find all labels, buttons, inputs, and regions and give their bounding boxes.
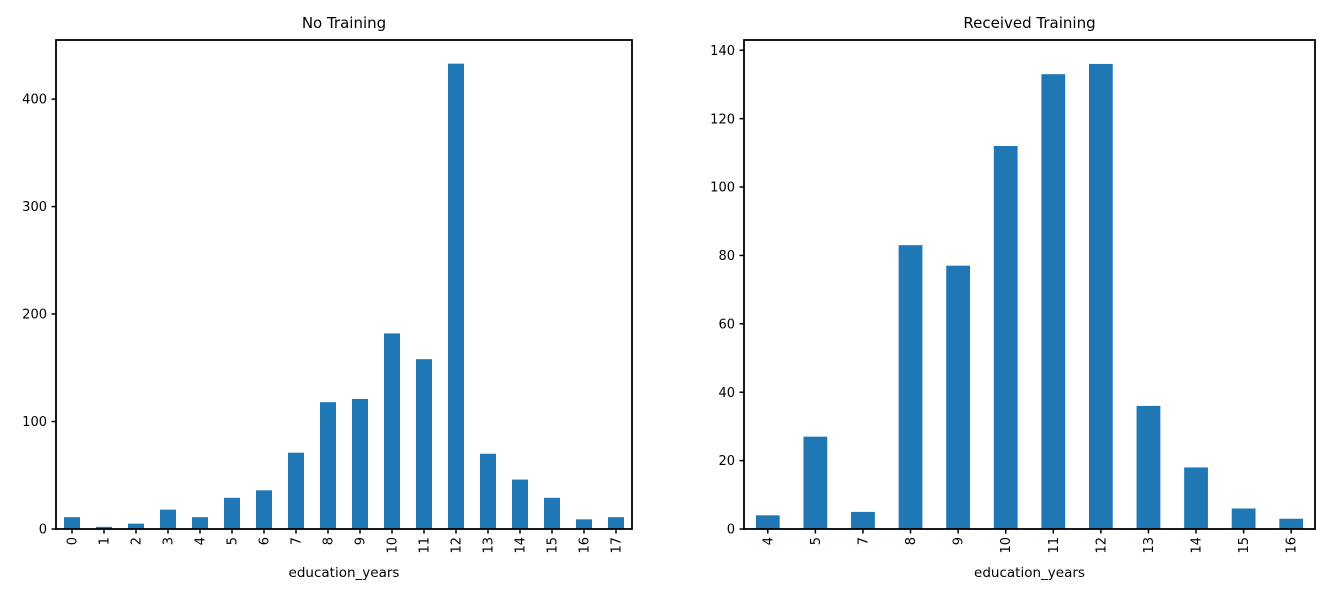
x-tick-label: 1 — [98, 537, 113, 545]
x-tick-label: 10 — [999, 537, 1014, 554]
bar-13 — [1136, 405, 1161, 529]
x-tick-label: 3 — [162, 537, 177, 545]
bar-14 — [512, 479, 528, 529]
bar-15 — [1231, 508, 1256, 529]
y-tick-label: 40 — [718, 386, 735, 401]
bar-15 — [544, 497, 560, 529]
x-tick-label: 8 — [322, 537, 337, 545]
bar-5 — [803, 436, 828, 529]
y-tick-label: 0 — [727, 523, 735, 538]
x-tick-label: 7 — [856, 537, 871, 545]
bar-10 — [384, 333, 400, 529]
plot-border — [55, 39, 633, 530]
x-tick-label: 5 — [226, 537, 241, 545]
bar-13 — [480, 453, 496, 529]
bar-10 — [993, 146, 1018, 529]
bar-16 — [576, 519, 592, 529]
bar-17 — [608, 517, 624, 529]
chart-canvas-received-training: 0 20 40 60 80 100 120 140 4 5 7 8 9 10 11 12 13 14 15 16 — [710, 39, 1316, 554]
y-tick-label: 60 — [718, 317, 735, 332]
bar-5 — [224, 497, 240, 529]
x-tick-label: 16 — [1285, 537, 1300, 554]
x-tick-label: 5 — [809, 537, 824, 545]
bar-0 — [64, 517, 80, 529]
bar-16 — [1279, 518, 1304, 529]
bar-4 — [755, 515, 780, 529]
chart-title: Received Training — [963, 14, 1096, 32]
x-tick-label: 12 — [1094, 537, 1109, 554]
y-tick-label: 0 — [39, 523, 47, 538]
bar-11 — [416, 359, 432, 529]
x-tick-label: 6 — [258, 537, 273, 545]
x-tick-label: 16 — [578, 537, 593, 554]
bar-9 — [946, 265, 971, 529]
y-tick-label: 80 — [718, 249, 735, 264]
x-tick-label: 15 — [546, 537, 561, 554]
x-tick-label: 9 — [952, 537, 967, 545]
x-tick-label: 0 — [66, 537, 81, 545]
bar-3 — [160, 509, 176, 529]
bar-11 — [1041, 74, 1066, 529]
x-tick-label: 4 — [194, 537, 209, 545]
bar-4 — [192, 517, 208, 529]
bar-7 — [851, 511, 875, 529]
y-tick-label: 200 — [22, 308, 47, 323]
bar-1 — [96, 526, 112, 529]
bar-6 — [256, 490, 272, 529]
x-tick-label: 12 — [450, 537, 465, 554]
x-tick-label: 7 — [290, 537, 305, 545]
x-tick-label: 8 — [904, 537, 919, 545]
x-axis-label: education_years — [288, 565, 400, 581]
x-tick-label: 13 — [482, 537, 497, 554]
x-tick-label: 2 — [130, 537, 145, 545]
bar-7 — [288, 452, 304, 529]
x-tick-label: 9 — [354, 537, 369, 545]
plot-border — [743, 39, 1316, 530]
x-tick-label: 14 — [514, 537, 529, 554]
y-tick-label: 20 — [718, 454, 735, 469]
y-tick-label: 400 — [22, 93, 47, 108]
bar-12 — [1088, 63, 1113, 529]
x-tick-label: 17 — [610, 537, 625, 554]
x-tick-label: 11 — [1047, 537, 1062, 554]
x-tick-label: 11 — [418, 537, 433, 554]
bar-14 — [1184, 467, 1208, 529]
bar-9 — [352, 398, 368, 529]
bar-8 — [320, 402, 336, 529]
x-tick-label: 13 — [1142, 537, 1157, 554]
y-tick-label: 300 — [22, 200, 47, 215]
x-tick-label: 14 — [1190, 537, 1205, 554]
x-tick-label: 4 — [761, 537, 776, 545]
x-tick-label: 15 — [1237, 537, 1252, 554]
subplot-no-training: 0 100 200 300 400 0 1 2 3 4 5 6 7 8 9 10 11 12 13 14 15 16 17 … — [22, 14, 633, 581]
y-tick-label: 100 — [710, 181, 735, 196]
bar-12 — [448, 63, 464, 529]
y-tick-label: 100 — [22, 415, 47, 430]
y-tick-label: 120 — [710, 112, 735, 127]
bar-8 — [898, 245, 923, 530]
subplot-received-training: 0 20 40 60 80 100 120 140 4 5 7 8 9 10 11 12 13 14 15 16 Re… — [672, 0, 1344, 598]
y-tick-label: 140 — [710, 44, 735, 59]
chart-title: No Training — [301, 14, 387, 32]
x-tick-label: 10 — [386, 537, 401, 554]
bar-2 — [128, 523, 144, 529]
x-axis-label: education_years — [974, 565, 1085, 581]
